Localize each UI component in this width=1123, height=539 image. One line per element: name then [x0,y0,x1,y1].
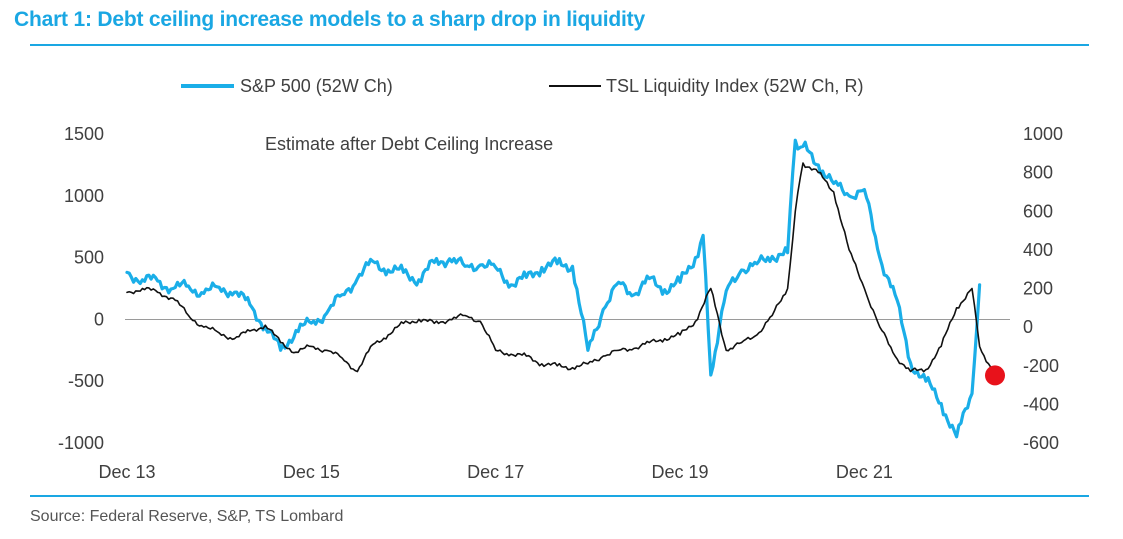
y-right-tick-label: 0 [1023,317,1033,337]
series-line-sp500 [125,138,982,439]
y-right-tick-label: 400 [1023,240,1053,260]
y-left-tick-label: 1500 [64,124,104,144]
footer-rule [30,495,1089,497]
chart: S&P 500 (52W Ch) TSL Liquidity Index (52… [58,76,1063,482]
y-left-tick-label: 1000 [64,186,104,206]
x-tick-label: Dec 13 [98,462,155,482]
y-right-tick-label: 600 [1023,201,1053,221]
y-left-tick-label: 500 [74,248,104,268]
x-tick-label: Dec 19 [652,462,709,482]
legend-label-liquidity: TSL Liquidity Index (52W Ch, R) [606,76,863,96]
y-right-tick-label: -600 [1023,433,1059,453]
title-rule [30,44,1089,46]
estimate-marker [985,365,1005,386]
legend: S&P 500 (52W Ch) TSL Liquidity Index (52… [181,76,863,96]
source-note: Source: Federal Reserve, S&P, TS Lombard [30,508,344,525]
y-right-tick-label: -200 [1023,356,1059,376]
series-line-liquidity [126,162,996,377]
y-right-tick-label: 800 [1023,163,1053,183]
legend-label-sp500: S&P 500 (52W Ch) [240,76,393,96]
y-left-tick-label: 0 [94,309,104,329]
chart-annotation: Estimate after Debt Ceiling Increase [265,134,553,154]
y-right-tick-label: -400 [1023,394,1059,414]
series-layer [125,138,996,439]
y-right-tick-label: 1000 [1023,124,1063,144]
y-axis-left: 1500 1000 500 0 -500 -1000 [58,124,104,453]
marker-layer [985,365,1005,386]
y-axis-right: 1000 800 600 400 200 0 -200 -400 -600 [1023,124,1063,453]
x-tick-label: Dec 17 [467,462,524,482]
y-left-tick-label: -1000 [58,433,104,453]
x-axis: Dec 13 Dec 15 Dec 17 Dec 19 Dec 21 [98,462,892,482]
page-title: Chart 1: Debt ceiling increase models to… [14,8,645,31]
y-right-tick-label: 200 [1023,279,1053,299]
x-tick-label: Dec 15 [283,462,340,482]
y-left-tick-label: -500 [68,371,104,391]
x-tick-label: Dec 21 [836,462,893,482]
